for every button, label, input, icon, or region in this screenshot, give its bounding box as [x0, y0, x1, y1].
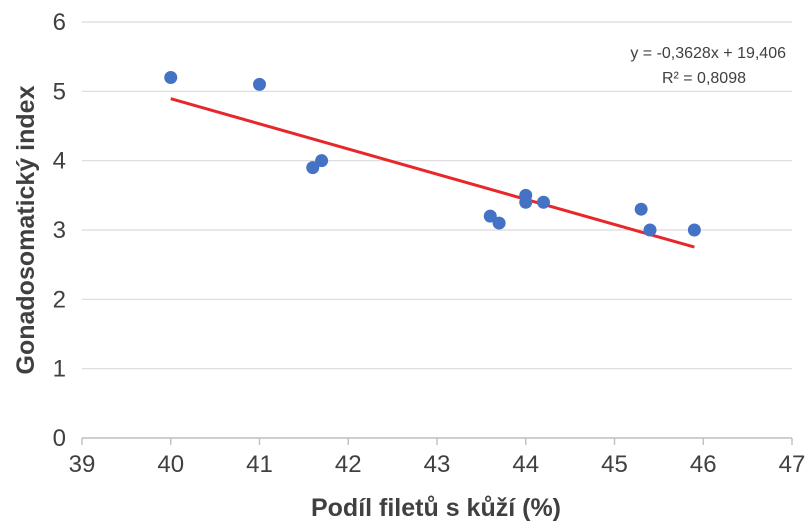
- trendline-layer: [170, 97, 695, 249]
- x-tick-label-41: 41: [246, 451, 273, 478]
- points-layer: [164, 70, 701, 237]
- data-point-2: [253, 77, 266, 91]
- y-tick-label-2: 2: [53, 286, 66, 313]
- data-point-10: [634, 202, 648, 216]
- y-tick-label-1: 1: [53, 356, 66, 383]
- x-tick-label-40: 40: [157, 451, 184, 478]
- x-tick-label-42: 42: [335, 451, 362, 478]
- x-tick-label-45: 45: [601, 451, 628, 478]
- data-point-5: [483, 209, 497, 223]
- data-point-12: [687, 223, 701, 237]
- data-point-6: [492, 216, 506, 230]
- trendline: [170, 97, 695, 249]
- data-point-8: [519, 195, 533, 209]
- y-tick-label-4: 4: [53, 148, 66, 175]
- x-axis-title: Podíl filetů s kůží (%): [311, 494, 561, 522]
- y-tick-label-0: 0: [53, 425, 66, 452]
- grid-layer: [82, 21, 792, 370]
- trendline-r-squared: R² = 0,8098: [662, 70, 746, 87]
- x-tick-label-39: 39: [69, 451, 96, 478]
- y-tick-label-5: 5: [53, 78, 66, 105]
- x-tick-label-43: 43: [424, 451, 451, 478]
- x-tick-label-47: 47: [779, 451, 806, 478]
- data-point-3: [306, 161, 320, 175]
- data-point-11: [643, 223, 657, 237]
- data-point-1: [164, 70, 178, 84]
- x-tick-label-46: 46: [690, 451, 717, 478]
- x-tick-label-44: 44: [512, 451, 539, 478]
- y-tick-label-3: 3: [53, 217, 66, 244]
- y-axis-title: Gonadosomatický index: [12, 85, 40, 374]
- data-point-4: [315, 154, 329, 168]
- y-tick-label-6: 6: [53, 9, 66, 36]
- trendline-equation: y = -0,3628x + 19,406: [630, 45, 786, 62]
- data-point-9: [537, 195, 550, 209]
- axis-layer: [81, 437, 793, 445]
